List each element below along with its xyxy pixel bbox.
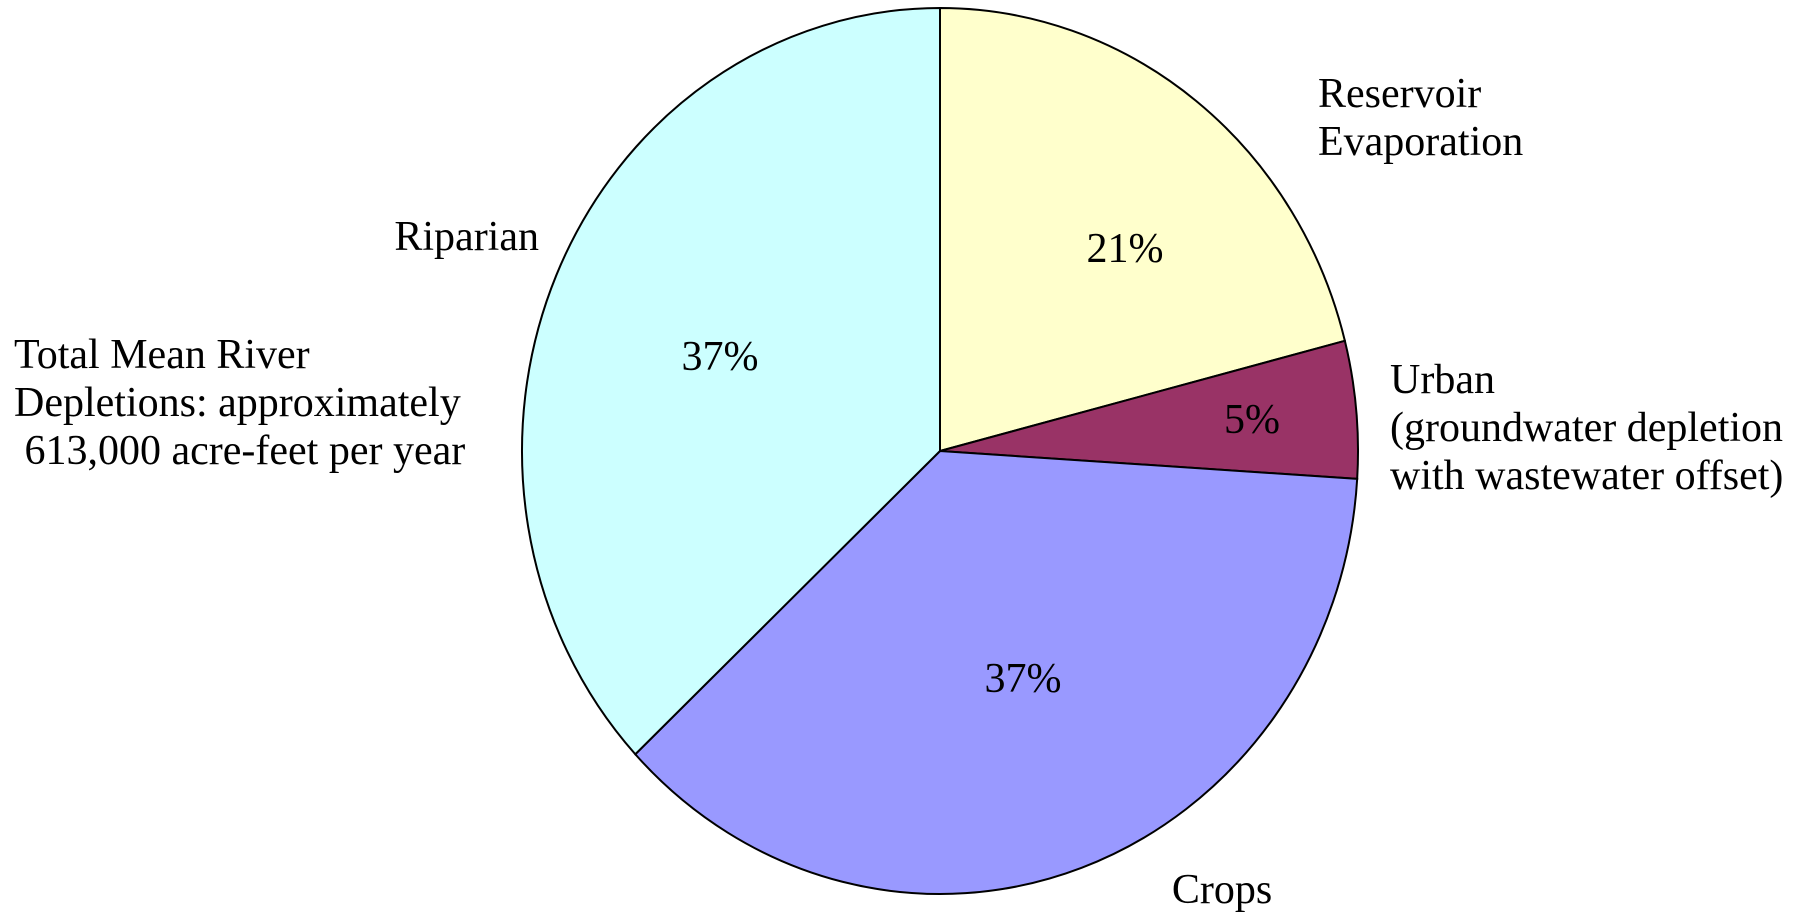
- slice-category-label-line: Riparian: [394, 214, 539, 260]
- total-depletions-note: Total Mean River Depletions: approximatel…: [14, 332, 465, 474]
- pie-slice-reservoir: [939, 6, 1347, 453]
- slice-category-label-line: with wastewater offset): [1390, 453, 1783, 499]
- slice-category-label-crops: Crops: [1172, 867, 1272, 913]
- total-depletions-note-text: Total Mean River Depletions: approximatel…: [14, 332, 465, 474]
- slice-value-label-urban: 5%: [1224, 397, 1280, 443]
- pie-labels: 21% Reservoir Evaporation 5% Urban (groundwat…: [394, 71, 1783, 913]
- total-depletions-note-line: Total Mean River: [14, 332, 310, 378]
- slice-category-label-line: Reservoir: [1318, 71, 1481, 117]
- slice-value-label-crops: 37%: [985, 656, 1062, 702]
- slice-category-label-urban: Urban (groundwater depletion with wastewat…: [1390, 357, 1783, 499]
- slice-category-label-riparian: Riparian: [394, 214, 539, 260]
- slice-category-label-line: Evaporation: [1318, 119, 1523, 165]
- slice-value-label-reservoir: 21%: [1087, 226, 1164, 272]
- total-depletions-note-line: Depletions: approximately: [14, 380, 461, 426]
- slice-value-label-riparian: 37%: [682, 334, 759, 380]
- slice-category-label-line: Urban: [1390, 357, 1495, 403]
- slice-category-label-reservoir: Reservoir Evaporation: [1318, 71, 1523, 165]
- slice-category-label-line: Crops: [1172, 867, 1272, 913]
- pie-slices: [521, 6, 1359, 895]
- pie-slice-riparian: [521, 6, 941, 756]
- slice-category-label-line: (groundwater depletion: [1390, 405, 1783, 451]
- pie-slice-crops: [633, 449, 1359, 895]
- total-depletions-note-line: 613,000 acre-feet per year: [14, 428, 465, 474]
